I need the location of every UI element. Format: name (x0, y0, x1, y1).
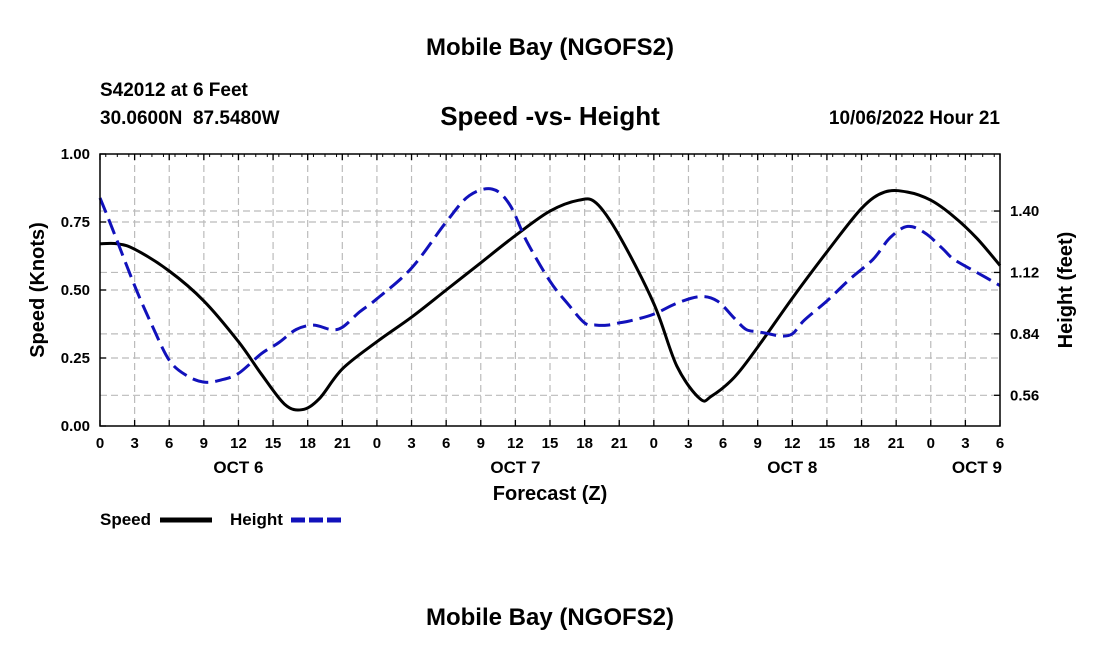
y-left-tick-label: 0.50 (61, 282, 90, 299)
y-axis-right-label: Height (feet) (1055, 232, 1077, 349)
x-tick-label: 21 (334, 435, 351, 452)
legend: Speed Height (100, 510, 343, 529)
x-tick-label: 6 (996, 435, 1004, 452)
tick-layer: 0 3 6 9 12 15 18 21 0 3 6 9 12 15 18 21 0 3 6 9 12 15 18 21 0 3 6 0… (61, 146, 1040, 477)
x-tick-label: 15 (542, 435, 559, 452)
footer-title: Mobile Bay (NGOFS2) (426, 604, 674, 631)
series-line-height (98, 187, 1001, 384)
date-label: OCT 6 (213, 458, 263, 477)
x-tick-label: 9 (477, 435, 485, 452)
y-right-tick-label: 1.12 (1010, 264, 1039, 281)
x-tick-label: 6 (719, 435, 727, 452)
date-label: OCT 8 (767, 458, 817, 477)
y-left-tick-label: 0.25 (61, 350, 90, 367)
x-tick-label: 12 (230, 435, 247, 452)
legend-label-height: Height (230, 510, 283, 529)
y-left-tick-label: 0.00 (61, 418, 90, 435)
x-tick-label: 18 (299, 435, 316, 452)
series-layer (98, 187, 1002, 412)
y-left-tick-label: 1.00 (61, 146, 90, 163)
x-tick-label: 6 (165, 435, 173, 452)
x-tick-label: 0 (373, 435, 381, 452)
station-coords: 30.0600N 87.5480W (100, 108, 280, 129)
x-tick-label: 9 (200, 435, 208, 452)
x-tick-label: 21 (611, 435, 628, 452)
grid-layer (100, 154, 1000, 426)
x-tick-label: 15 (265, 435, 282, 452)
station-name: S42012 at 6 Feet (100, 80, 249, 101)
x-tick-label: 12 (507, 435, 524, 452)
y-left-tick-label: 0.75 (61, 214, 90, 231)
forecast-timestamp: 10/06/2022 Hour 21 (829, 108, 1001, 129)
x-tick-label: 3 (130, 435, 138, 452)
legend-label-speed: Speed (100, 510, 151, 529)
x-tick-label: 0 (927, 435, 935, 452)
y-right-tick-label: 0.56 (1010, 387, 1039, 404)
x-tick-label: 0 (96, 435, 104, 452)
series-line-speed (99, 189, 1002, 412)
y-right-tick-label: 0.84 (1010, 326, 1040, 343)
chart-title: Speed -vs- Height (440, 101, 660, 131)
x-tick-label: 12 (784, 435, 801, 452)
x-tick-label: 15 (819, 435, 836, 452)
page-title: Mobile Bay (NGOFS2) (426, 34, 674, 61)
date-label: OCT 9 (952, 458, 1002, 477)
x-tick-label: 3 (407, 435, 415, 452)
x-tick-label: 3 (684, 435, 692, 452)
date-label: OCT 7 (490, 458, 540, 477)
x-tick-label: 18 (853, 435, 870, 452)
y-axis-left-label: Speed (Knots) (27, 222, 49, 358)
y-right-tick-label: 1.40 (1010, 203, 1039, 220)
x-tick-label: 21 (888, 435, 905, 452)
x-tick-label: 9 (754, 435, 762, 452)
x-tick-label: 0 (650, 435, 658, 452)
x-tick-label: 3 (961, 435, 969, 452)
x-axis-label: Forecast (Z) (493, 483, 607, 505)
x-tick-label: 18 (576, 435, 593, 452)
x-tick-label: 6 (442, 435, 450, 452)
